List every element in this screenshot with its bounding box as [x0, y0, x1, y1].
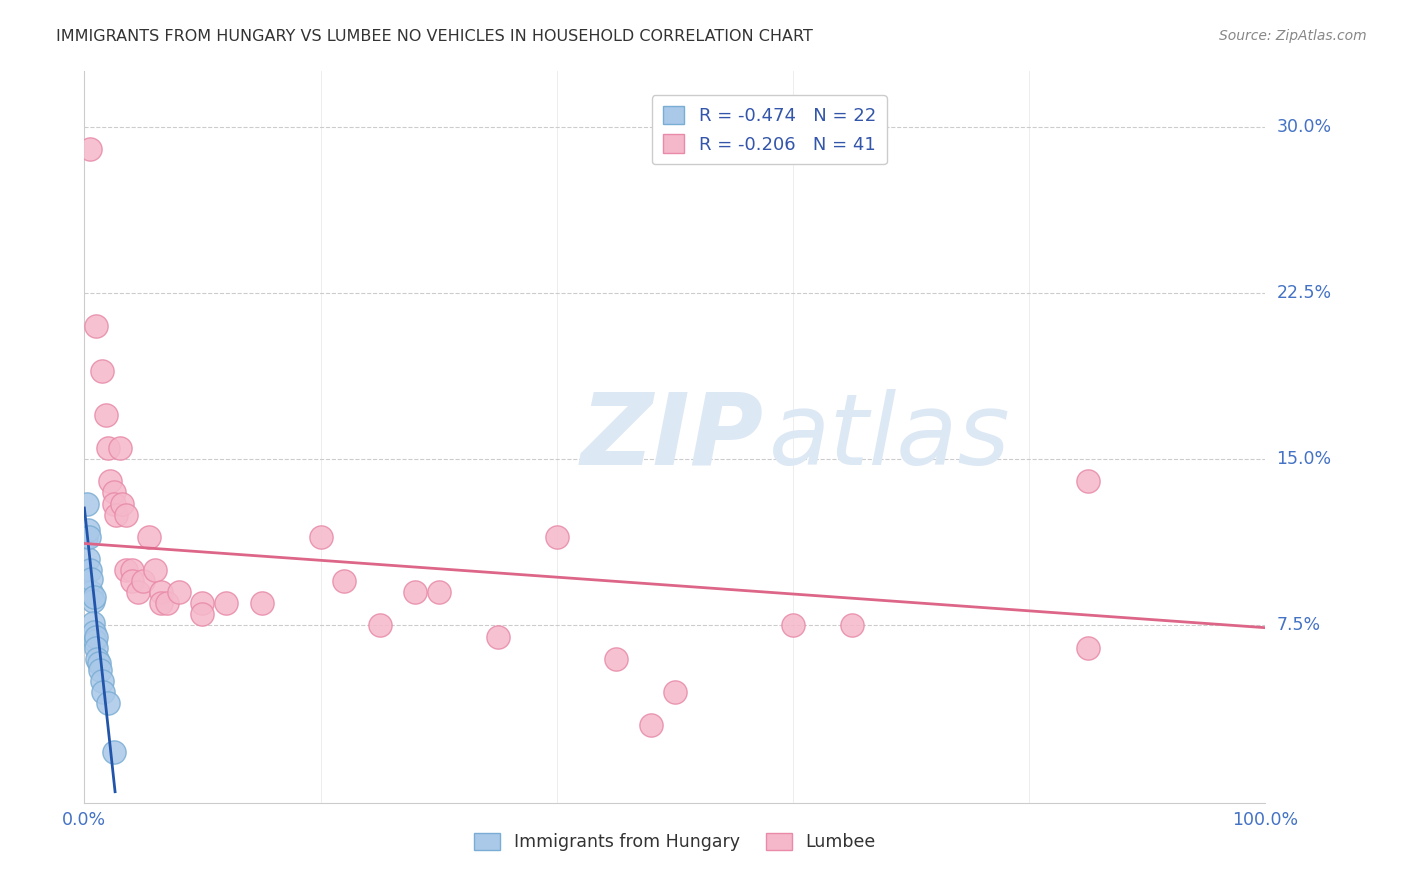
Point: [83, 625, 105, 640]
Point: [309, 530, 332, 544]
Point: [1077, 475, 1099, 489]
Point: [215, 596, 238, 610]
Text: IMMIGRANTS FROM HUNGARY VS LUMBEE NO VEHICLES IN HOUSEHOLD CORRELATION CHART: IMMIGRANTS FROM HUNGARY VS LUMBEE NO VEH…: [56, 29, 813, 44]
Point: [84, 640, 107, 655]
Text: 7.5%: 7.5%: [1277, 616, 1320, 634]
Point: [86, 651, 108, 665]
Point: [605, 651, 627, 665]
Point: [121, 574, 143, 589]
Point: [82, 616, 104, 631]
Point: [546, 530, 568, 544]
Point: [143, 563, 166, 577]
Point: [111, 497, 134, 511]
Point: [87, 656, 110, 670]
Point: [156, 596, 179, 610]
Point: [1077, 640, 1099, 655]
Text: 30.0%: 30.0%: [1277, 118, 1331, 136]
Point: [250, 596, 273, 610]
Point: [76, 497, 98, 511]
Point: [103, 745, 125, 759]
Point: [105, 508, 128, 522]
Point: [97, 696, 120, 710]
Point: [427, 585, 450, 599]
Text: 15.0%: 15.0%: [1277, 450, 1331, 468]
Point: [103, 485, 125, 500]
Point: [80, 572, 103, 586]
Point: [121, 563, 143, 577]
Point: [97, 441, 120, 455]
Point: [108, 441, 131, 455]
Point: [89, 663, 111, 677]
Point: [75, 530, 97, 544]
Point: [333, 574, 356, 589]
Point: [91, 363, 114, 377]
Point: [84, 630, 107, 644]
Point: [80, 585, 103, 599]
Text: atlas: atlas: [769, 389, 1011, 485]
Point: [84, 319, 107, 334]
Point: [127, 585, 149, 599]
Point: [191, 607, 214, 622]
Point: [91, 685, 114, 699]
Point: [486, 630, 509, 644]
Point: [84, 634, 107, 648]
Point: [114, 563, 136, 577]
Point: [664, 685, 686, 699]
Point: [841, 618, 863, 632]
Point: [77, 552, 100, 566]
Text: ZIP: ZIP: [581, 389, 763, 485]
Point: [114, 508, 136, 522]
Point: [132, 574, 155, 589]
Point: [150, 596, 173, 610]
Legend: Immigrants from Hungary, Lumbee: Immigrants from Hungary, Lumbee: [465, 824, 884, 860]
Point: [83, 590, 105, 604]
Point: [91, 673, 114, 688]
Point: [98, 475, 121, 489]
Point: [94, 408, 117, 422]
Text: 22.5%: 22.5%: [1277, 284, 1331, 302]
Point: [640, 718, 662, 732]
Point: [782, 618, 804, 632]
Point: [150, 585, 173, 599]
Point: [77, 530, 100, 544]
Point: [79, 142, 101, 156]
Point: [103, 497, 125, 511]
Point: [368, 618, 391, 632]
Point: [77, 523, 100, 537]
Point: [79, 563, 101, 577]
Point: [138, 530, 160, 544]
Point: [191, 596, 214, 610]
Text: Source: ZipAtlas.com: Source: ZipAtlas.com: [1219, 29, 1367, 43]
Point: [82, 594, 104, 608]
Point: [167, 585, 190, 599]
Point: [404, 585, 426, 599]
